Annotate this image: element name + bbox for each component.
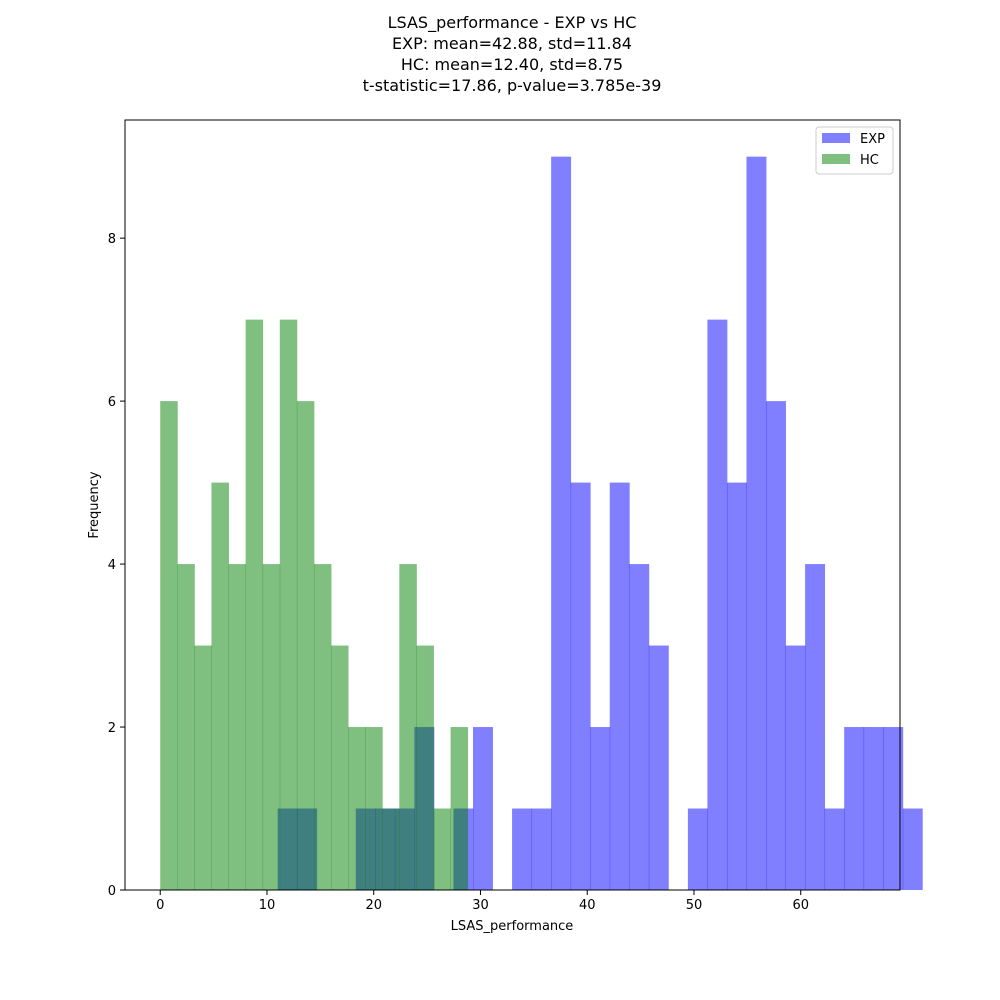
legend-swatch-hc bbox=[822, 154, 850, 164]
y-tick-label: 8 bbox=[108, 232, 116, 247]
bar-exp-bin-32 bbox=[902, 808, 923, 890]
bar-hc-bin-5 bbox=[245, 319, 264, 890]
bar-exp-bin-28 bbox=[824, 808, 845, 890]
y-tick-label: 6 bbox=[108, 395, 116, 410]
x-tick-label: 40 bbox=[579, 898, 596, 913]
bar-exp-bin-19 bbox=[648, 645, 669, 890]
x-tick-label: 50 bbox=[686, 898, 703, 913]
chart-title: LSAS_performance - EXP vs HC EXP: mean=4… bbox=[363, 13, 662, 95]
y-axis-label: Frequency bbox=[87, 471, 102, 538]
bar-hc-bin-13 bbox=[382, 808, 400, 890]
legend: EXP HC bbox=[815, 126, 894, 175]
bar-exp-bin-25 bbox=[766, 401, 786, 890]
plot-frame bbox=[124, 119, 901, 891]
x-tick-label: 0 bbox=[156, 898, 164, 913]
bar-exp-bin-23 bbox=[726, 482, 747, 890]
bar-exp-bin-10 bbox=[473, 727, 493, 890]
x-tick-label: 30 bbox=[472, 898, 489, 913]
legend-label-hc: HC bbox=[860, 153, 879, 168]
y-tick-label: 4 bbox=[108, 558, 116, 573]
bar-hc-bin-15 bbox=[416, 645, 434, 890]
bar-hc-bin-4 bbox=[228, 564, 247, 890]
bar-exp-bin-21 bbox=[687, 808, 708, 890]
bar-exp-bin-26 bbox=[785, 645, 806, 890]
x-axis-ticks: 0 10 20 30 40 50 60 bbox=[156, 890, 809, 913]
bar-exp-bin-22 bbox=[707, 319, 728, 890]
title-line-3: HC: mean=12.40, std=8.75 bbox=[401, 55, 623, 74]
title-line-2: EXP: mean=42.88, std=11.84 bbox=[392, 34, 632, 53]
legend-swatch-exp bbox=[822, 133, 850, 143]
y-tick-label: 2 bbox=[108, 721, 116, 736]
bar-exp-bin-17 bbox=[609, 482, 630, 890]
x-axis-label: LSAS_performance bbox=[451, 919, 574, 934]
bar-exp-bin-13 bbox=[531, 808, 552, 890]
bar-exp-bin-15 bbox=[570, 482, 591, 890]
x-tick-label: 20 bbox=[365, 898, 382, 913]
bar-hc-bin-17 bbox=[450, 727, 469, 890]
bar-hc-bin-6 bbox=[262, 564, 281, 890]
bar-hc-bin-0 bbox=[160, 401, 178, 890]
y-tick-label: 0 bbox=[108, 884, 116, 899]
title-line-1: LSAS_performance - EXP vs HC bbox=[388, 13, 637, 33]
bar-hc-bin-9 bbox=[313, 564, 332, 890]
bar-hc-bin-12 bbox=[365, 727, 383, 890]
bar-hc-bin-2 bbox=[194, 645, 212, 890]
x-tick-label: 10 bbox=[259, 898, 276, 913]
bar-hc-bin-8 bbox=[296, 401, 315, 890]
bar-hc-bin-16 bbox=[433, 808, 451, 890]
legend-label-exp: EXP bbox=[860, 132, 885, 147]
bar-exp-bin-27 bbox=[805, 564, 826, 890]
bar-hc-bin-11 bbox=[348, 727, 366, 890]
bar-exp-bin-18 bbox=[629, 564, 650, 890]
y-axis-ticks: 0 2 4 6 8 bbox=[108, 232, 125, 899]
bar-hc-bin-3 bbox=[211, 482, 229, 890]
bar-hc-bin-1 bbox=[177, 564, 195, 890]
bar-exp-bin-24 bbox=[746, 156, 767, 890]
bar-exp-bin-14 bbox=[551, 156, 572, 890]
bar-exp-bin-30 bbox=[863, 727, 884, 890]
bar-hc-bin-10 bbox=[331, 645, 349, 890]
bar-hc-bin-14 bbox=[399, 564, 417, 890]
bar-hc-bin-7 bbox=[279, 319, 298, 890]
title-line-4: t-statistic=17.86, p-value=3.785e-39 bbox=[363, 76, 662, 95]
bar-exp-bin-12 bbox=[512, 808, 533, 890]
bar-exp-bin-31 bbox=[883, 727, 904, 890]
bar-exp-bin-16 bbox=[590, 727, 611, 890]
x-tick-label: 60 bbox=[792, 898, 809, 913]
bar-exp-bin-29 bbox=[844, 727, 865, 890]
histogram-bars bbox=[160, 156, 923, 890]
